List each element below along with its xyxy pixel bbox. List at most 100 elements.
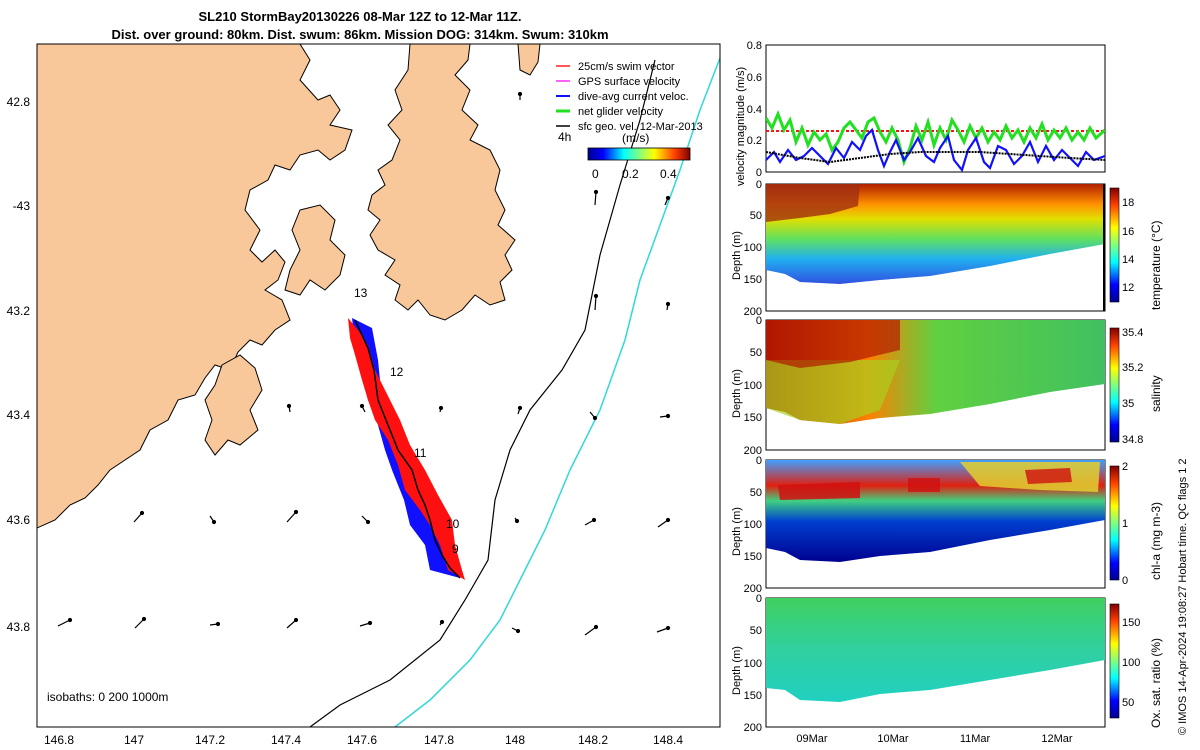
lon-tick: 147 bbox=[124, 733, 144, 747]
vel-ytick: 0.2 bbox=[747, 135, 762, 147]
lon-tick: 146.8 bbox=[44, 733, 74, 747]
isobaths-label: isobaths: 0 200 1000m bbox=[47, 690, 168, 704]
colorbar-label: (m/s) bbox=[622, 131, 649, 145]
depth-tick: 200 bbox=[744, 445, 762, 457]
colorbar-tick: 0.2 bbox=[622, 167, 639, 181]
lat-tick: 43.8 bbox=[7, 620, 31, 634]
lon-tick: 148 bbox=[505, 733, 525, 747]
depth-tick: 100 bbox=[744, 519, 762, 531]
ox-cb-tick: 150 bbox=[1122, 617, 1140, 629]
ox-cb-label: Ox. sat. ratio (%) bbox=[1149, 638, 1163, 728]
time-tick: 11Mar bbox=[960, 733, 991, 745]
chla-colorbar bbox=[1109, 465, 1120, 581]
lon-tick: 148.4 bbox=[653, 733, 683, 747]
south-island bbox=[204, 354, 263, 456]
lat-tick: 43.4 bbox=[7, 408, 31, 422]
legend-4h: 4h bbox=[558, 130, 571, 144]
temperature-colorbar bbox=[1109, 187, 1120, 303]
temp-cb-tick: 14 bbox=[1122, 254, 1134, 266]
day-label: 10 bbox=[446, 517, 460, 531]
sal-ylabel: Depth (m) bbox=[731, 369, 743, 418]
map-lat-ticks: 42.8 -43 43.2 43.4 43.6 43.8 bbox=[7, 95, 31, 634]
day-label: 13 bbox=[354, 286, 368, 300]
lon-tick: 147.6 bbox=[347, 733, 377, 747]
salinity-colorbar bbox=[1109, 327, 1120, 443]
bruny-island bbox=[284, 204, 346, 296]
depth-tick: 0 bbox=[756, 315, 762, 327]
temp-cb-label: temperature (°C) bbox=[1149, 221, 1163, 311]
vel-ytick: 0.6 bbox=[747, 72, 762, 84]
depth-tick: 50 bbox=[750, 625, 762, 637]
day-label: 12 bbox=[390, 365, 404, 379]
glider-track-line bbox=[354, 319, 461, 579]
temp-cb-tick: 18 bbox=[1122, 197, 1134, 209]
depth-tick: 50 bbox=[750, 347, 762, 359]
map-lon-ticks: 146.8 147 147.2 147.4 147.6 147.8 148 14… bbox=[44, 733, 683, 747]
lat-tick: -43 bbox=[13, 199, 31, 213]
chla-cb-tick: 1 bbox=[1122, 518, 1128, 530]
time-tick: 12Mar bbox=[1041, 733, 1073, 745]
chla-ylabel: Depth (m) bbox=[731, 507, 743, 556]
sal-cb-tick: 35.4 bbox=[1122, 327, 1143, 339]
map-frame bbox=[36, 43, 721, 728]
imos-credit: © IMOS 14-Apr-2024 19:08:27 Hobart time.… bbox=[1177, 458, 1189, 735]
depth-tick: 100 bbox=[744, 242, 762, 254]
map-title-line1: SL210 StormBay20130226 08-Mar 12Z to 12-… bbox=[198, 9, 522, 24]
vel-ytick: 0.8 bbox=[747, 40, 762, 52]
depth-tick: 0 bbox=[756, 179, 762, 191]
lat-tick: 43.6 bbox=[7, 513, 31, 527]
temperature-panel: 18 16 14 12 temperature (°C) 0 50 100 15… bbox=[731, 179, 1163, 318]
sal-cb-tick: 34.8 bbox=[1122, 434, 1143, 446]
oxygen-colorbar bbox=[1109, 603, 1120, 719]
temp-cb-tick: 16 bbox=[1122, 226, 1134, 238]
legend-label: dive-avg current veloc. bbox=[578, 91, 689, 103]
velocity-panel: 0 0.2 0.4 0.6 0.8 velocity magnitude (m/… bbox=[735, 40, 1106, 186]
sal-cb-label: salinity bbox=[1149, 375, 1163, 412]
vel-ylabel: velocity magnitude (m/s) bbox=[735, 67, 747, 186]
map-title-line2: Dist. over ground: 80km. Dist. swum: 86k… bbox=[111, 27, 609, 42]
net-glider-velocity-line bbox=[766, 109, 1105, 167]
lon-tick: 147.2 bbox=[195, 733, 225, 747]
lon-tick: 147.4 bbox=[271, 733, 301, 747]
surface-velocity-arrows bbox=[57, 91, 671, 636]
day-label: 11 bbox=[414, 446, 427, 460]
lat-tick: 43.2 bbox=[7, 304, 31, 318]
depth-tick: 0 bbox=[756, 455, 762, 467]
oxygen-panel: 150 100 50 Ox. sat. ratio (%) 0 50 100 1… bbox=[731, 593, 1163, 734]
vel-ytick: 0 bbox=[756, 167, 762, 179]
tasmania-mainland bbox=[37, 44, 353, 529]
temp-ylabel: Depth (m) bbox=[731, 231, 743, 280]
legend-label: 25cm/s swim vector bbox=[578, 61, 675, 73]
day-labels: 13 12 11 10 9 bbox=[354, 286, 460, 556]
depth-tick: 150 bbox=[744, 412, 762, 424]
tasman-peninsula bbox=[367, 44, 516, 321]
colorbar-tick: 0.4 bbox=[660, 167, 677, 181]
chla-panel: 2 1 0 chl-a (mg m-3) 0 50 100 150 200 De… bbox=[731, 455, 1163, 595]
maria-island bbox=[517, 44, 541, 76]
legend-label: net glider velocity bbox=[578, 106, 663, 118]
dive-avg-velocity-line bbox=[766, 127, 1105, 172]
depth-tick: 200 bbox=[744, 583, 762, 595]
day-label: 9 bbox=[452, 542, 459, 556]
ox-ylabel: Depth (m) bbox=[731, 646, 743, 695]
sfc-geo-velocity-line bbox=[766, 151, 1105, 164]
colorbar-tick: 0 bbox=[592, 167, 599, 181]
depth-tick: 50 bbox=[750, 487, 762, 499]
time-tick: 09Mar bbox=[796, 733, 828, 745]
chla-cb-tick: 2 bbox=[1122, 461, 1128, 473]
time-tick: 10Mar bbox=[877, 733, 909, 745]
depth-tick: 200 bbox=[744, 722, 762, 734]
lon-tick: 148.2 bbox=[578, 733, 608, 747]
isobath-1000m bbox=[394, 57, 720, 727]
depth-tick: 150 bbox=[744, 274, 762, 286]
vel-ytick: 0.4 bbox=[747, 104, 762, 116]
legend-label: GPS surface velocity bbox=[578, 76, 681, 88]
chla-cb-label: chl-a (mg m-3) bbox=[1149, 502, 1163, 580]
depth-tick: 0 bbox=[756, 593, 762, 605]
depth-tick: 100 bbox=[744, 658, 762, 670]
depth-tick: 200 bbox=[744, 306, 762, 318]
map-legend: 25cm/s swim vector GPS surface velocity … bbox=[556, 61, 703, 181]
depth-tick: 100 bbox=[744, 380, 762, 392]
